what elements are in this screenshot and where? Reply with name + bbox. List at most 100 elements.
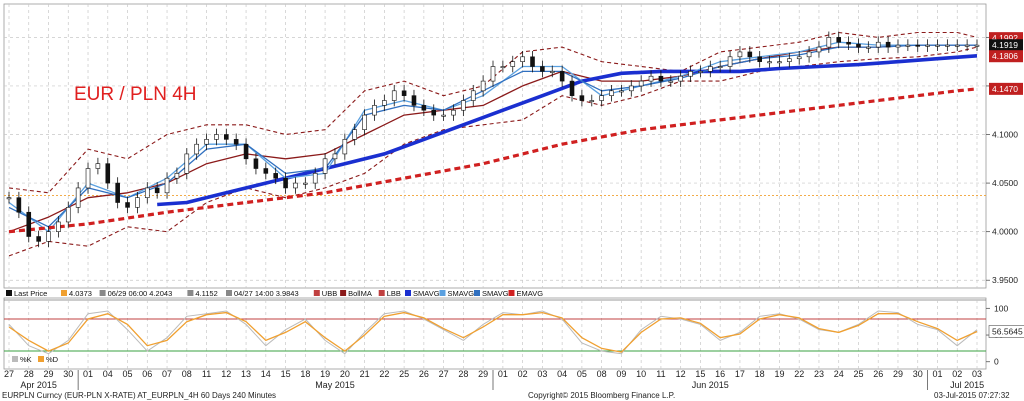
x-tick-label: 29 bbox=[478, 369, 488, 379]
candle-body bbox=[95, 163, 101, 169]
legend-swatch bbox=[99, 290, 106, 296]
candle-body bbox=[144, 187, 150, 198]
candle-body bbox=[935, 44, 940, 47]
legend-label: 06/29 06:00 4.2043 bbox=[108, 289, 173, 298]
osc-legend-swatch bbox=[38, 356, 44, 362]
candle-body bbox=[480, 80, 486, 92]
price-tag-label: 4.1470 bbox=[992, 84, 1018, 94]
candle-body bbox=[312, 173, 318, 184]
candle-body bbox=[974, 44, 980, 47]
series-pct-d-line bbox=[8, 311, 978, 353]
x-tick-label: 22 bbox=[379, 369, 389, 379]
y-tick-label: 4.1000 bbox=[992, 130, 1018, 140]
x-tick-label: 14 bbox=[261, 369, 271, 379]
legend-swatch bbox=[439, 290, 446, 296]
candle-body bbox=[698, 71, 703, 73]
candle-body bbox=[777, 61, 782, 64]
candle-body bbox=[194, 143, 199, 155]
candle-body bbox=[796, 56, 802, 60]
x-tick-label: 25 bbox=[399, 369, 409, 379]
candle-body bbox=[510, 61, 516, 67]
candle-body bbox=[816, 46, 822, 53]
x-tick-label: 01 bbox=[83, 369, 93, 379]
candle-body bbox=[599, 95, 604, 101]
candle-body bbox=[421, 105, 427, 111]
legend-swatch bbox=[340, 290, 347, 296]
candle-body bbox=[747, 51, 753, 58]
x-tick-label: 03 bbox=[972, 369, 982, 379]
candle-body bbox=[470, 90, 476, 101]
candle-body bbox=[46, 231, 51, 242]
candle-body bbox=[678, 75, 683, 82]
candle-body bbox=[322, 158, 328, 174]
x-tick-label: 05 bbox=[577, 369, 587, 379]
x-tick-label: 03 bbox=[537, 369, 547, 379]
candle-body bbox=[451, 109, 456, 116]
legend-label: SMAVG bbox=[413, 289, 440, 298]
x-tick-label: 28 bbox=[24, 369, 34, 379]
candle-body bbox=[16, 197, 22, 213]
legend-label: Last Price bbox=[14, 289, 47, 298]
candle-body bbox=[787, 58, 792, 62]
x-tick-label: 02 bbox=[518, 369, 528, 379]
candle-body bbox=[619, 90, 624, 93]
candle-body bbox=[461, 100, 466, 111]
candle-body bbox=[75, 187, 81, 208]
candle-body bbox=[737, 51, 743, 58]
price-tag-label: 4.1992 bbox=[992, 33, 1018, 43]
candle-body bbox=[638, 80, 644, 87]
legend-label: LBB bbox=[387, 289, 401, 298]
x-tick-label: 11 bbox=[656, 369, 665, 379]
candle-body bbox=[717, 66, 723, 69]
candle-body bbox=[856, 43, 861, 48]
legend-swatch bbox=[313, 290, 320, 296]
x-tick-label: 08 bbox=[182, 369, 192, 379]
legend-swatch bbox=[474, 290, 480, 296]
legend-swatch bbox=[226, 290, 232, 296]
candle-body bbox=[65, 207, 71, 223]
osc-last-value-label: 56.5645 bbox=[992, 327, 1023, 337]
x-tick-label: 19 bbox=[320, 369, 330, 379]
candle-body bbox=[293, 182, 298, 189]
candle-body bbox=[885, 41, 891, 48]
candle-body bbox=[56, 221, 61, 232]
x-tick-label: 25 bbox=[853, 369, 863, 379]
candle-body bbox=[105, 163, 111, 184]
x-tick-label: 27 bbox=[439, 369, 449, 379]
osc-y-tick-label: 0 bbox=[994, 357, 999, 367]
x-tick-label: 26 bbox=[419, 369, 429, 379]
legend-label: UBB bbox=[322, 289, 337, 298]
x-tick-label: 11 bbox=[202, 369, 211, 379]
x-tick-label: 15 bbox=[281, 369, 291, 379]
candle-body bbox=[549, 71, 555, 73]
candle-body bbox=[154, 187, 160, 194]
price-tag-box bbox=[989, 39, 1023, 52]
month-label: Apr 2015 bbox=[20, 380, 57, 390]
price-tag: 4.1806 bbox=[989, 50, 1023, 63]
oscillator-legend: %K %D bbox=[12, 355, 59, 364]
x-tick-label: 04 bbox=[557, 369, 567, 379]
candle-body bbox=[925, 44, 930, 47]
candle-body bbox=[875, 41, 881, 48]
candle-body bbox=[895, 44, 901, 48]
x-tick-label: 08 bbox=[597, 369, 607, 379]
candle-body bbox=[530, 56, 535, 67]
x-tick-label: 16 bbox=[715, 369, 725, 379]
candle-body bbox=[579, 95, 585, 101]
candle-body bbox=[846, 41, 851, 45]
price-tag: 4.1470 bbox=[989, 82, 1023, 95]
footer-timestamp: 03-Jul-2015 07:27:32 bbox=[934, 391, 1010, 400]
x-tick-label: 19 bbox=[774, 369, 784, 379]
candle-body bbox=[214, 134, 219, 140]
x-tick-label: 17 bbox=[735, 369, 745, 379]
legend-label: BollMA bbox=[348, 289, 372, 298]
x-tick-label: 15 bbox=[695, 369, 705, 379]
x-tick-label: 12 bbox=[221, 369, 231, 379]
candle-body bbox=[303, 182, 308, 185]
y-tick-label: 4.0500 bbox=[992, 178, 1018, 188]
price-tag-label: 4.1806 bbox=[992, 51, 1018, 61]
x-tick-label: 06 bbox=[142, 369, 152, 379]
candle-body bbox=[826, 37, 832, 48]
x-tick-label: 18 bbox=[300, 369, 310, 379]
